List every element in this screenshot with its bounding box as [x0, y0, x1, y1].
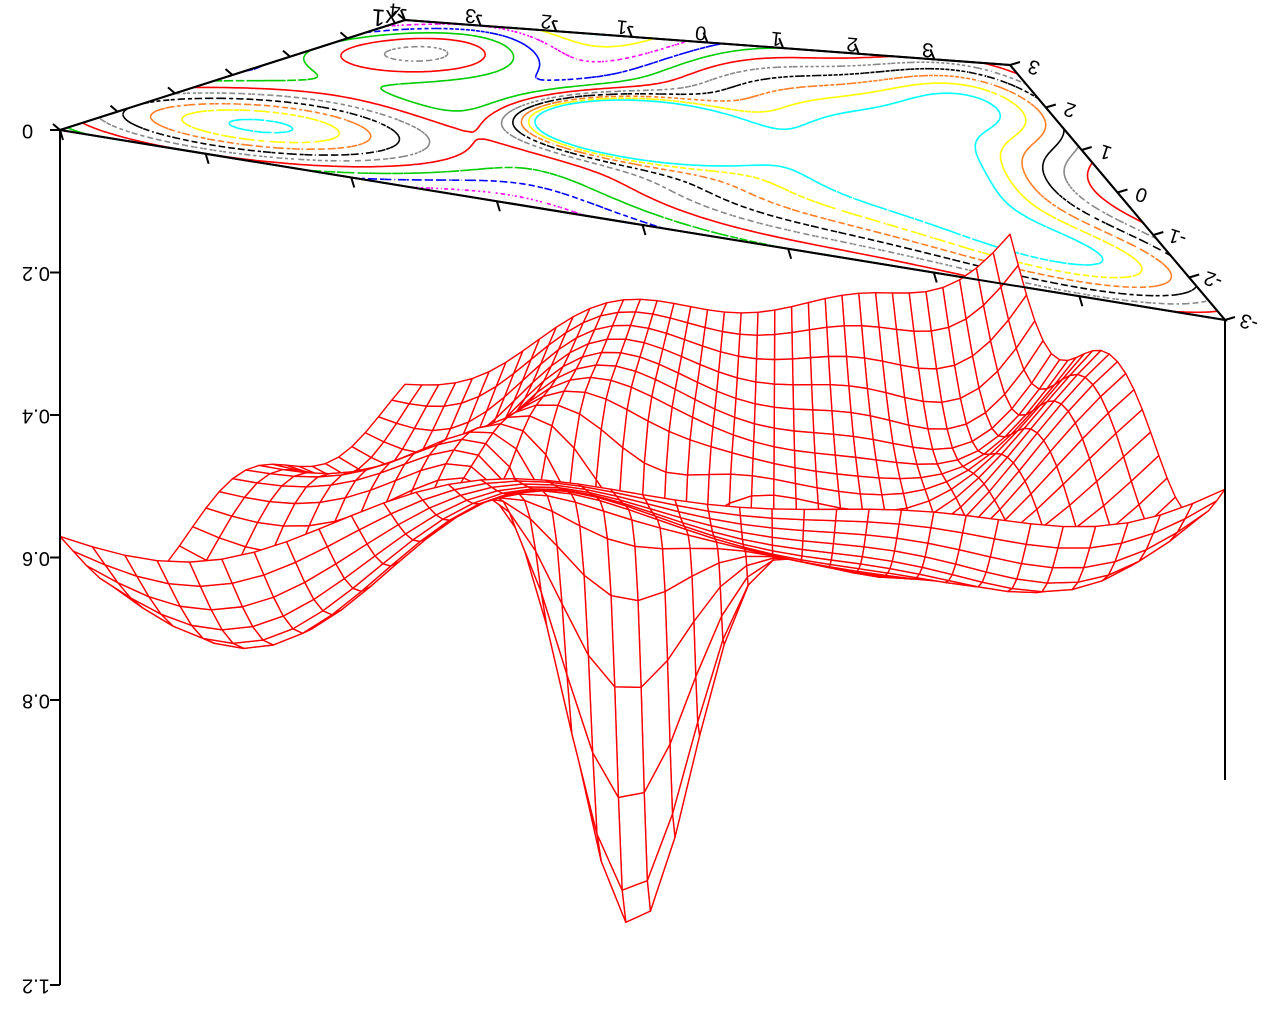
y-tick-label: -3	[1237, 308, 1261, 334]
x-tick-label: -2	[540, 9, 560, 33]
x-tick-label: -3	[464, 4, 484, 28]
x-tick-label: 2	[845, 32, 858, 55]
z-tick-label: 0.2	[22, 262, 50, 284]
contour-plane	[60, 20, 1225, 320]
z-tick-label: 1.2	[22, 975, 50, 997]
y-tick-label: 2	[1061, 97, 1078, 121]
x-axis-label: x1	[371, 3, 398, 32]
x-tick-label: 3	[921, 38, 934, 61]
surface-contour-plot: 00.20.40.60.81.2-4-3-2-10123-3-2-10123x1	[0, 0, 1285, 1034]
z-tick-label: 0.8	[22, 690, 50, 712]
y-tick-label: 3	[1025, 55, 1042, 79]
x-tick-label: -1	[615, 15, 635, 39]
surface-mesh	[60, 234, 1225, 922]
y-tick-label: 1	[1097, 140, 1114, 164]
z-tick-label: 0.4	[22, 405, 50, 427]
x-tick-label: 0	[694, 21, 707, 44]
y-tick-label: -1	[1166, 223, 1190, 249]
y-tick-label: -2	[1201, 266, 1225, 292]
x-tick-label: 1	[770, 27, 783, 50]
z-tick-label: 0.6	[22, 547, 50, 569]
y-tick-label: 0	[1133, 182, 1150, 206]
z-tick-label: 0	[22, 120, 33, 142]
